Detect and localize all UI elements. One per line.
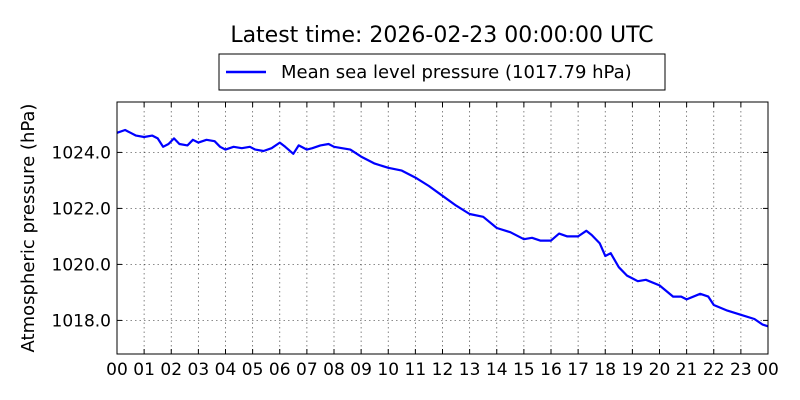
x-tick-label: 22 [703,360,725,380]
y-tick-label: 1018.0 [52,311,111,331]
x-tick-label: 20 [649,360,671,380]
x-tick-label: 13 [459,360,481,380]
x-tick-label: 14 [486,360,508,380]
x-tick-label: 00 [106,360,128,380]
y-tick-label: 1020.0 [52,255,111,275]
x-tick-label: 05 [242,360,264,380]
grid [117,102,768,354]
x-tick-label: 21 [676,360,698,380]
x-tick-label: 06 [269,360,291,380]
legend-entry-label: Mean sea level pressure (1017.79 hPa) [281,62,632,83]
x-tick-label: 15 [513,360,535,380]
x-tick-label: 18 [594,360,616,380]
plot-frame [116,101,769,355]
x-tick-label: 04 [215,360,237,380]
y-tick-label: 1022.0 [52,199,111,219]
x-tick-label: 02 [160,360,182,380]
y-axis-label: Atmospheric pressure (hPa) [18,104,39,353]
x-tick-label: 00 [757,360,779,380]
x-axis-ticks: 00 01 02 03 04 05 06 07 08 09 10 11 12 13 14 15 16 17 18 19… [106,102,779,380]
series-line [116,128,769,328]
x-tick-label: 07 [296,360,318,380]
chart-title: Latest time: 2026-02-23 00:00:00 UTC [230,23,653,48]
x-tick-label: 10 [377,360,399,380]
x-tick-label: 17 [567,360,589,380]
x-tick-label: 08 [323,360,345,380]
x-tick-label: 09 [350,360,372,380]
y-tick-label: 1024.0 [52,143,111,163]
x-tick-label: 23 [730,360,752,380]
x-tick-label: 03 [188,360,210,380]
y-axis-ticks: 1018.0 1020.0 1022.0 1024.0 [52,143,768,331]
legend: Mean sea level pressure (1017.79 hPa) [218,53,666,91]
x-tick-label: 19 [622,360,644,380]
x-tick-label: 01 [133,360,155,380]
series-layer [116,128,769,328]
x-tick-label: 12 [432,360,454,380]
x-tick-label: 16 [540,360,562,380]
x-tick-label: 11 [405,360,427,380]
